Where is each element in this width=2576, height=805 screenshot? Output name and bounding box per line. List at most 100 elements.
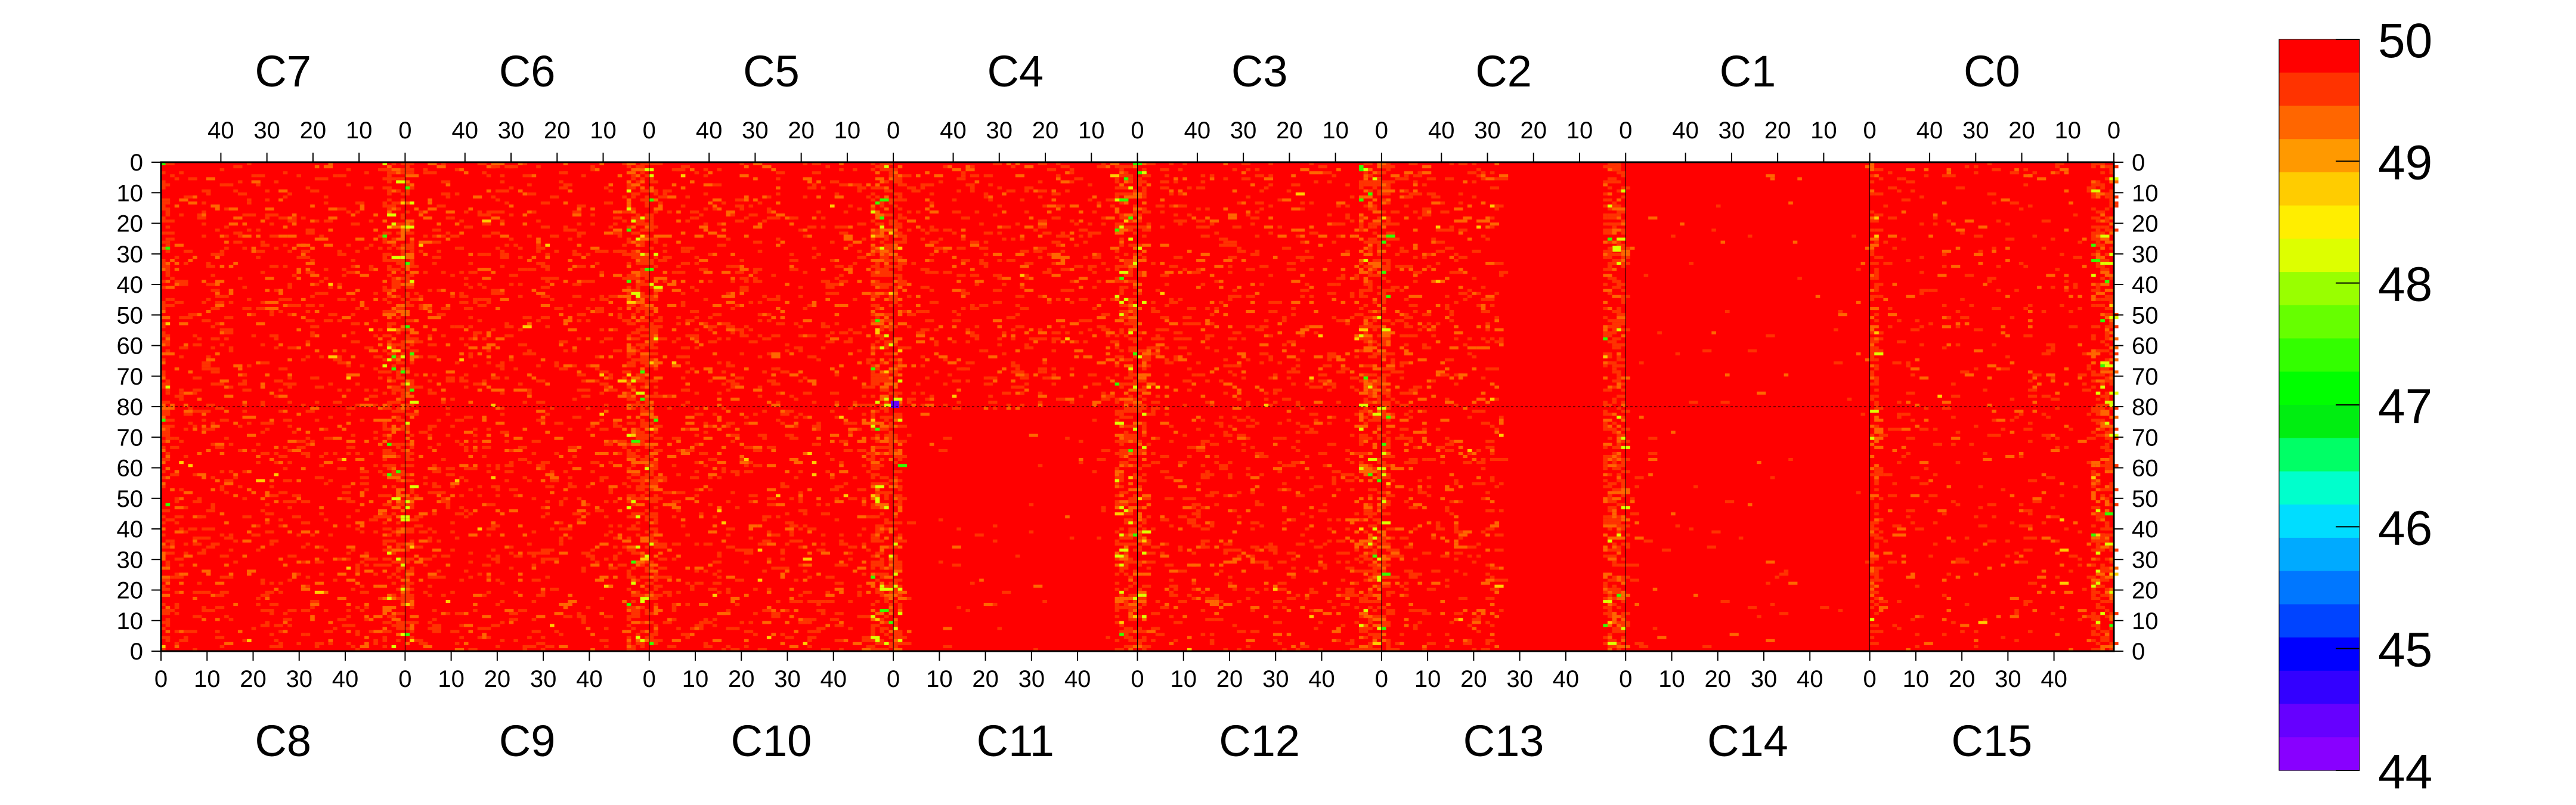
- heatmap-cell: [640, 346, 645, 349]
- heatmap-cell: [929, 271, 939, 274]
- heatmap-cell: [888, 630, 894, 633]
- heatmap-cell: [391, 322, 397, 326]
- heatmap-cell: [888, 295, 894, 298]
- heatmap-cell: [247, 470, 252, 473]
- heatmap-cell: [699, 413, 704, 416]
- heatmap-cell: [202, 319, 211, 323]
- heatmap-cell: [636, 593, 640, 597]
- heatmap-cell: [626, 286, 631, 289]
- heatmap-cell: [174, 262, 179, 265]
- heatmap-cell: [671, 364, 681, 368]
- heatmap-cell: [979, 262, 989, 265]
- heatmap-cell: [364, 603, 369, 606]
- heatmap-cell: [410, 201, 414, 205]
- heatmap-cell: [1006, 162, 1011, 166]
- heatmap-cell: [364, 606, 369, 609]
- heatmap-cell: [1046, 204, 1057, 208]
- heatmap-cell: [997, 337, 1002, 340]
- heatmap-cell: [161, 180, 166, 184]
- heatmap-cell: [1042, 295, 1047, 298]
- heatmap-cell: [346, 243, 351, 247]
- heatmap-cell: [884, 246, 894, 250]
- heatmap-cell: [373, 572, 378, 576]
- heatmap-cell: [373, 237, 378, 241]
- heatmap-cell: [410, 174, 419, 178]
- heatmap-cell: [491, 328, 496, 332]
- heatmap-cell: [780, 552, 785, 555]
- heatmap-cell: [862, 255, 866, 259]
- heatmap-cell: [278, 388, 283, 392]
- heatmap-cell: [875, 195, 880, 199]
- heatmap-cell: [278, 292, 283, 295]
- heatmap-cell: [428, 337, 432, 340]
- heatmap-cell: [699, 488, 704, 491]
- heatmap-cell: [419, 240, 423, 244]
- heatmap-cell: [165, 566, 171, 570]
- heatmap-cell: [780, 482, 785, 485]
- heatmap-cell: [179, 346, 188, 349]
- heatmap-cell: [640, 482, 645, 485]
- heatmap-cell: [428, 572, 437, 576]
- heatmap-cell: [396, 455, 401, 459]
- heatmap-cell: [608, 530, 614, 534]
- heatmap-cell: [509, 283, 514, 286]
- heatmap-cell: [762, 609, 772, 612]
- heatmap-cell: [1056, 397, 1066, 401]
- heatmap-cell: [1024, 210, 1029, 214]
- heatmap-cell: [1038, 295, 1043, 298]
- heatmap-cell: [527, 234, 532, 238]
- heatmap-cell: [423, 590, 428, 594]
- heatmap-cell: [364, 636, 369, 639]
- heatmap-cell: [780, 572, 785, 576]
- heatmap-cell: [1033, 246, 1038, 250]
- heatmap-cell: [174, 515, 184, 519]
- heatmap-cell: [884, 410, 889, 413]
- heatmap-cell: [405, 174, 410, 178]
- heatmap-cell: [649, 612, 654, 615]
- heatmap-cell: [590, 564, 600, 567]
- heatmap-cell: [509, 355, 514, 359]
- heatmap-cell: [428, 445, 432, 449]
- heatmap-cell: [360, 207, 365, 210]
- heatmap-cell: [468, 561, 473, 564]
- heatmap-cell: [871, 419, 875, 422]
- heatmap-cell: [875, 400, 880, 404]
- heatmap-cell: [726, 645, 731, 648]
- heatmap-cell: [599, 413, 604, 416]
- heatmap-cell: [504, 322, 509, 326]
- heatmap-cell: [871, 283, 880, 286]
- heatmap-cell: [301, 451, 311, 455]
- heatmap-cell: [671, 606, 677, 609]
- heatmap-cell: [314, 283, 320, 286]
- heatmap-cell: [486, 331, 491, 335]
- heatmap-cell: [622, 277, 627, 280]
- heatmap-cell: [224, 394, 234, 398]
- heatmap-cell: [654, 189, 658, 193]
- heatmap-cell: [228, 618, 234, 621]
- heatmap-cell: [739, 461, 749, 465]
- heatmap-cell: [897, 416, 903, 419]
- heatmap-cell: [410, 286, 414, 289]
- heatmap-cell: [893, 298, 898, 301]
- heatmap-cell: [242, 388, 252, 392]
- heatmap-cell: [626, 609, 631, 612]
- heatmap-cell: [382, 259, 392, 262]
- heatmap-cell: [301, 243, 311, 247]
- heatmap-cell: [568, 448, 577, 452]
- heatmap-cell: [735, 428, 740, 431]
- heatmap-cell: [197, 552, 206, 555]
- heatmap-cell: [387, 407, 392, 410]
- heatmap-cell: [603, 558, 609, 561]
- heatmap-cell: [992, 274, 1002, 277]
- heatmap-cell: [310, 189, 320, 193]
- heatmap-cell: [667, 304, 677, 307]
- heatmap-cell: [491, 558, 500, 561]
- heatmap-cell: [202, 201, 206, 205]
- heatmap-cell: [807, 630, 817, 633]
- heatmap-cell: [414, 555, 419, 558]
- heatmap-cell: [888, 162, 894, 166]
- heatmap-cell: [568, 485, 577, 488]
- heatmap-cell: [441, 162, 446, 166]
- heatmap-cell: [486, 174, 491, 178]
- heatmap-cell: [821, 325, 826, 329]
